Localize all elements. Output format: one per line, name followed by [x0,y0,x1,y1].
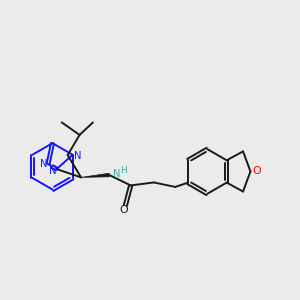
Text: N: N [40,158,47,169]
Text: O: O [119,205,128,215]
Text: H: H [120,166,126,175]
Text: O: O [252,167,261,176]
Polygon shape [81,173,110,177]
Text: N: N [113,169,121,179]
Text: N: N [49,166,56,176]
Text: N: N [74,151,81,160]
